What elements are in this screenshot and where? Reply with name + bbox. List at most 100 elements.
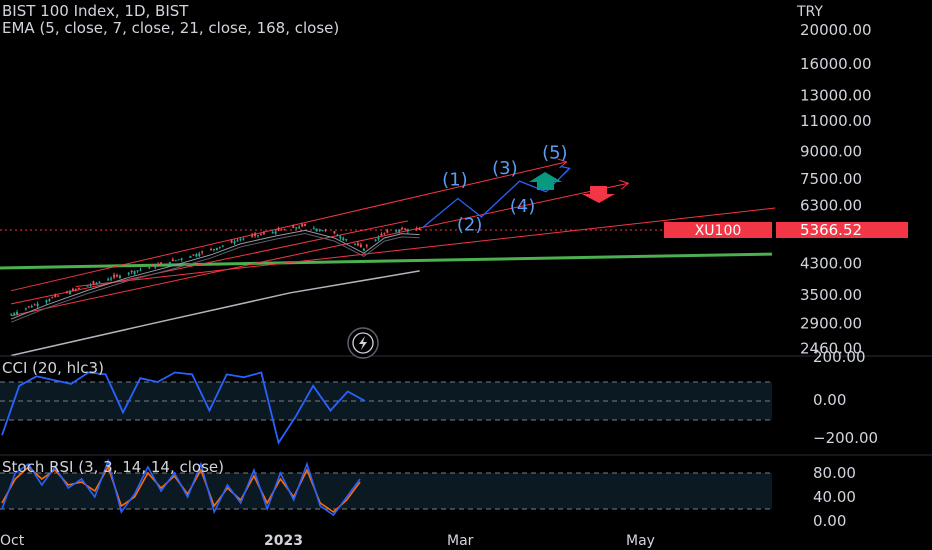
candle-body (339, 236, 342, 239)
candle-body (277, 228, 280, 231)
candle-body (415, 228, 418, 230)
candle-body (336, 234, 339, 237)
candle-body (107, 279, 110, 281)
candle-body (133, 271, 136, 274)
candle-body (312, 227, 315, 229)
candle-body (57, 295, 60, 297)
stoch-tick-label: 0.00 (813, 512, 846, 530)
candle-body (71, 288, 74, 291)
candle-body (118, 275, 121, 279)
candle-body (403, 228, 406, 230)
cci-pane[interactable]: 200.00 0.00 −200.00 (0, 348, 932, 447)
candle-body (160, 262, 163, 265)
candle-body (406, 229, 409, 232)
price-tick-label: 9000.00 (800, 142, 862, 160)
price-tick-label: 2460.00 (800, 340, 862, 358)
candle-body (215, 247, 218, 251)
candle-body (66, 291, 69, 293)
candle-body (377, 237, 380, 240)
trend-line (75, 207, 776, 288)
candle-body (198, 253, 201, 257)
price-axis[interactable]: 20000.00 16000.00 13000.00 11000.00 9000.00 7… (800, 21, 872, 358)
candle-body (157, 264, 160, 266)
currency-label: TRY (796, 4, 823, 20)
candle-body (36, 303, 39, 307)
ema-legend[interactable]: EMA (5, close, 7, close, 21, close, 168,… (2, 19, 340, 37)
candle-body (86, 285, 89, 287)
stoch-k-line (1, 458, 361, 517)
candle-body (395, 230, 398, 232)
ema-short-line (10, 229, 420, 320)
symbol-title[interactable]: BIST 100 Index, 1D, BIST (2, 2, 189, 20)
candle-body (139, 269, 142, 271)
price-tick-label: 11000.00 (800, 112, 872, 130)
candle-body (365, 245, 368, 247)
candle-body (45, 300, 48, 303)
candle-body (95, 282, 98, 284)
down-arrow-icon (582, 186, 615, 203)
candle-body (386, 230, 389, 233)
candle-body (356, 243, 359, 246)
ema-short-line (10, 232, 420, 323)
candle-body (333, 231, 336, 234)
candle-body (295, 227, 298, 229)
stoch-tick-label: 80.00 (813, 464, 856, 482)
candle-body (24, 308, 27, 310)
support-line (0, 252, 773, 270)
candle-body (110, 278, 113, 280)
trend-arrowhead (619, 179, 630, 190)
candle-body (171, 259, 174, 262)
candle-body (33, 304, 36, 306)
cci-title: CCI (20, hlc3) (2, 359, 104, 377)
price-tag-value: 5366.52 (800, 221, 862, 239)
trend-line (11, 161, 567, 292)
candle-body (342, 237, 345, 241)
candle-body (315, 228, 318, 231)
candle-body (280, 229, 283, 231)
candle-body (304, 223, 307, 226)
candle-body (292, 225, 295, 228)
candle-body (259, 234, 262, 236)
candle-body (418, 228, 421, 230)
candle-body (168, 261, 171, 265)
candle-body (174, 260, 177, 262)
cci-tick-label: −200.00 (813, 429, 878, 447)
projection-arrowhead (560, 165, 571, 175)
candle-body (201, 251, 204, 253)
candle-body (130, 270, 133, 272)
candle-body (115, 275, 118, 277)
candle-body (54, 294, 57, 298)
candle-body (254, 233, 257, 236)
trend-arrowhead (557, 158, 568, 169)
candle-body (274, 231, 277, 234)
candle-body (136, 270, 139, 272)
x-tick-mar: Mar (447, 533, 474, 549)
candle-body (148, 267, 151, 269)
x-tick-may: May (626, 533, 655, 549)
time-axis[interactable]: Oct 2023 Mar May (0, 533, 655, 549)
candle-body (354, 243, 357, 245)
candle-body (380, 233, 383, 236)
wave-label: (5) (542, 142, 568, 163)
stoch-tick-label: 40.00 (813, 488, 856, 506)
candle-body (257, 235, 260, 237)
x-tick-2023: 2023 (264, 533, 303, 549)
candle-body (113, 274, 116, 278)
candle-body (383, 232, 386, 234)
price-tick-label: 16000.00 (800, 55, 872, 73)
lightning-icon[interactable] (347, 327, 379, 359)
candle-body (68, 291, 71, 295)
price-pane[interactable]: (1) (2) (3) (4) (5) (0, 142, 776, 357)
candle-body (298, 226, 301, 229)
candle-body (13, 313, 16, 315)
candle-body (359, 244, 362, 247)
candle-body (221, 245, 224, 247)
candle-body (180, 258, 183, 260)
candle-body (401, 227, 404, 230)
candle-body (51, 297, 54, 299)
wave-label: (4) (510, 196, 536, 217)
candle-body (318, 229, 321, 231)
candle-body (301, 224, 304, 227)
stoch-rsi-pane[interactable]: 80.00 40.00 0.00 (0, 454, 932, 530)
up-arrow-icon (529, 172, 562, 190)
